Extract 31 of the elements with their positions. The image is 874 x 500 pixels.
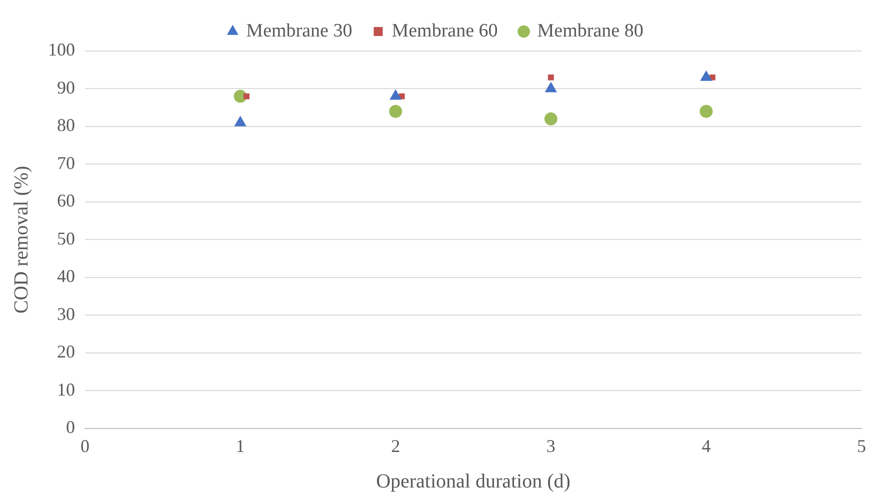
point — [545, 82, 557, 92]
x-tick-label: 5 — [857, 436, 866, 456]
point — [244, 93, 250, 100]
y-tick-label: 90 — [57, 77, 75, 98]
point — [548, 74, 554, 80]
y-tick-label: 60 — [57, 190, 75, 211]
point — [390, 90, 402, 100]
y-axis-title: COD removal (%) — [10, 166, 32, 314]
y-tick-label: 0 — [66, 417, 75, 438]
y-tick-label: 50 — [57, 228, 75, 248]
y-tick-label: 20 — [57, 342, 75, 362]
x-tick-label: 3 — [546, 436, 556, 456]
y-tick-label: 100 — [48, 40, 75, 60]
point — [234, 116, 246, 126]
legend-label: Membrane 30 — [246, 20, 352, 42]
x-tick-label: 0 — [80, 436, 90, 456]
y-tick-label: 80 — [57, 115, 75, 136]
y-tick-label: 30 — [57, 304, 75, 324]
legend-label: Membrane 60 — [392, 20, 498, 42]
x-tick-label: 2 — [391, 436, 400, 456]
x-axis-title: Operational duration (d) — [376, 470, 570, 492]
y-tick-label: 10 — [57, 379, 75, 400]
y-tick-label: 70 — [57, 152, 75, 173]
point — [544, 112, 558, 126]
x-tick-label: 4 — [702, 436, 711, 456]
x-tick-label: 1 — [236, 436, 245, 456]
point — [700, 70, 712, 81]
point — [389, 104, 402, 118]
point — [700, 104, 713, 118]
y-tick-label: 40 — [57, 266, 75, 286]
legend-label: Membrane 80 — [537, 20, 644, 42]
